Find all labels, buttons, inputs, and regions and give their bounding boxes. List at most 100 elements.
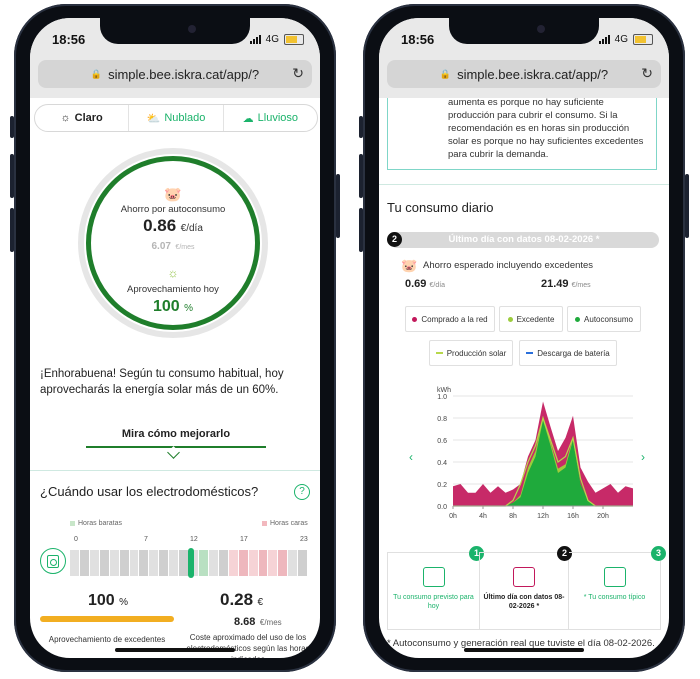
hour-selection-handle[interactable] bbox=[188, 548, 194, 578]
chevron-left-icon[interactable]: ‹ bbox=[409, 450, 413, 464]
url-bar[interactable]: 🔒 simple.bee.iskra.cat/app/? ↻ bbox=[387, 60, 661, 88]
hour-tick: 23 bbox=[300, 536, 308, 543]
piggy-bank-icon: 🐷 bbox=[164, 186, 182, 202]
usage-unit: % bbox=[184, 303, 194, 314]
saving-value: 0.86 bbox=[143, 216, 177, 235]
cost-monthly-row: 8.68 €/mes bbox=[234, 612, 282, 630]
monthly-saving-value: 21.49 bbox=[541, 278, 569, 290]
power-button bbox=[685, 174, 689, 238]
mute-switch bbox=[10, 116, 14, 138]
tab-typical[interactable]: * Tu consumo típico bbox=[569, 552, 661, 630]
saving-monthly-row: 6.07 €/mes bbox=[78, 236, 268, 254]
usage-value-row: 100 % bbox=[78, 298, 268, 316]
network-type: 4G bbox=[614, 34, 628, 45]
notch bbox=[100, 18, 250, 44]
weather-tabs: ☼ Claro ⛅ Nublado ☁ Lluvioso bbox=[34, 104, 318, 132]
washing-machine-icon[interactable] bbox=[40, 548, 66, 574]
status-time: 18:56 bbox=[401, 32, 435, 47]
daily-consumption-title: Tu consumo diario bbox=[387, 200, 494, 215]
browser-top-bar: 18:56 4G 🔒 simple.bee.iskra.cat/app/? ↻ bbox=[379, 18, 669, 98]
legend-excedente[interactable]: Excedente bbox=[499, 306, 563, 332]
saving-monthly-value: 6.07 bbox=[151, 241, 171, 252]
page-content: ☼ Claro ⛅ Nublado ☁ Lluvioso 🐷 Ahorro po… bbox=[30, 98, 320, 658]
home-indicator[interactable] bbox=[464, 648, 584, 652]
sun-icon: ☼ bbox=[167, 266, 179, 280]
y-tick-label: 0.8 bbox=[437, 416, 447, 423]
help-icon[interactable]: ? bbox=[294, 484, 310, 500]
cost-caption: Coste aproximado del uso de los electrod… bbox=[186, 633, 310, 658]
mute-switch bbox=[359, 116, 363, 138]
saving-title: Ahorro por autoconsumo bbox=[120, 204, 226, 215]
legend-dash bbox=[526, 352, 534, 354]
signal-icon bbox=[249, 35, 261, 44]
screen: 18:56 4G 🔒 simple.bee.iskra.cat/app/? ↻ … bbox=[30, 18, 320, 658]
consumption-chart: 1.0 0.8 0.6 0.4 0.2 0.0 kWh 0h 4h 8h 12h 16h 20h bbox=[437, 387, 633, 520]
cost-unit: € bbox=[257, 597, 264, 608]
phone-left: 18:56 4G 🔒 simple.bee.iskra.cat/app/? ↻ … bbox=[10, 4, 340, 672]
improve-underline bbox=[86, 446, 266, 448]
usage-ring bbox=[86, 156, 260, 330]
tab-lluvioso[interactable]: ☁ Lluvioso bbox=[224, 105, 317, 131]
volume-up-button bbox=[359, 154, 363, 198]
sun-icon: ☼ bbox=[60, 112, 71, 124]
appliances-title: ¿Cuándo usar los electrodomésticos? bbox=[40, 484, 259, 499]
x-tick-label: 12h bbox=[537, 513, 549, 520]
legend-bateria[interactable]: Descarga de batería bbox=[519, 340, 617, 366]
cost-monthly-value: 8.68 bbox=[234, 616, 256, 628]
cost-monthly-unit: €/mes bbox=[259, 618, 282, 627]
chevron-right-icon[interactable]: › bbox=[641, 450, 645, 464]
tab-claro[interactable]: ☼ Claro bbox=[35, 105, 130, 131]
tab-badge: 3 bbox=[651, 546, 666, 561]
x-tick-label: 4h bbox=[479, 513, 487, 520]
expensive-label: Horas caras bbox=[270, 520, 308, 527]
calendar-forecast-icon bbox=[422, 567, 445, 587]
legend-label: Excedente bbox=[516, 314, 555, 324]
tab-nublado[interactable]: ⛅ Nublado bbox=[129, 105, 224, 131]
legend-produccion[interactable]: Producción solar bbox=[429, 340, 513, 366]
tab-last-day[interactable]: Último día con datos 08-02-2026 * bbox=[479, 552, 569, 630]
usage-title: Aprovechamiento hoy bbox=[127, 284, 219, 295]
y-tick-label: 0.6 bbox=[437, 438, 447, 445]
legend-label: Comprado a la red bbox=[421, 314, 488, 324]
signal-icon bbox=[598, 35, 610, 44]
hour-tick: 12 bbox=[190, 536, 198, 543]
cost-value: 0.28 bbox=[220, 590, 254, 609]
y-tick-label: 0.0 bbox=[437, 504, 447, 511]
url-text: simple.bee.iskra.cat/app/? bbox=[457, 66, 609, 82]
legend-label: Producción solar bbox=[446, 348, 507, 358]
calendar-clock-icon bbox=[603, 567, 626, 587]
improve-link[interactable]: Mira cómo mejorarlo bbox=[121, 428, 231, 440]
url-text: simple.bee.iskra.cat/app/? bbox=[108, 66, 260, 82]
legend-comprado[interactable]: Comprado a la red bbox=[405, 306, 495, 332]
cloud-sun-icon: ⛅ bbox=[146, 112, 161, 125]
rain-cloud-icon: ☁ bbox=[242, 112, 254, 125]
legend-autoconsumo[interactable]: Autoconsumo bbox=[567, 306, 641, 332]
chevron-down-icon bbox=[167, 446, 180, 459]
calendar-back-icon bbox=[513, 567, 535, 587]
reload-icon[interactable]: ↻ bbox=[641, 65, 653, 81]
expensive-swatch bbox=[262, 521, 267, 526]
tab-forecast[interactable]: Tu consumo previsto para hoy bbox=[387, 552, 479, 630]
tab-label: Lluvioso bbox=[257, 112, 298, 124]
camera-icon bbox=[188, 25, 196, 33]
status-time: 18:56 bbox=[52, 32, 86, 47]
reload-icon[interactable]: ↻ bbox=[292, 65, 304, 81]
day-pill: Último día con datos 08-02-2026 * bbox=[389, 232, 659, 248]
network-type: 4G bbox=[265, 34, 279, 45]
monthly-saving-unit: €/mes bbox=[571, 282, 591, 289]
legend-dot bbox=[507, 316, 513, 322]
y-tick-label: 1.0 bbox=[437, 394, 447, 401]
tab-badge: 1 bbox=[469, 546, 484, 561]
phone-right: 18:56 4G 🔒 simple.bee.iskra.cat/app/? ↻ … bbox=[359, 4, 689, 672]
bottom-tabs: Tu consumo previsto para hoy 1 Último dí… bbox=[379, 546, 669, 638]
daily-saving-unit: €/día bbox=[429, 282, 446, 289]
home-indicator[interactable] bbox=[115, 648, 235, 652]
volume-down-button bbox=[359, 208, 363, 252]
tab-label: Último día con datos 08-02-2026 * bbox=[483, 594, 565, 610]
hours-grid[interactable] bbox=[70, 550, 308, 576]
url-bar[interactable]: 🔒 simple.bee.iskra.cat/app/? ↻ bbox=[38, 60, 312, 88]
y-axis-label: kWh bbox=[437, 387, 451, 394]
cost-value-row: 0.28 € bbox=[220, 590, 263, 610]
legend-label: Descarga de batería bbox=[537, 348, 610, 358]
lock-icon: 🔒 bbox=[90, 68, 103, 79]
